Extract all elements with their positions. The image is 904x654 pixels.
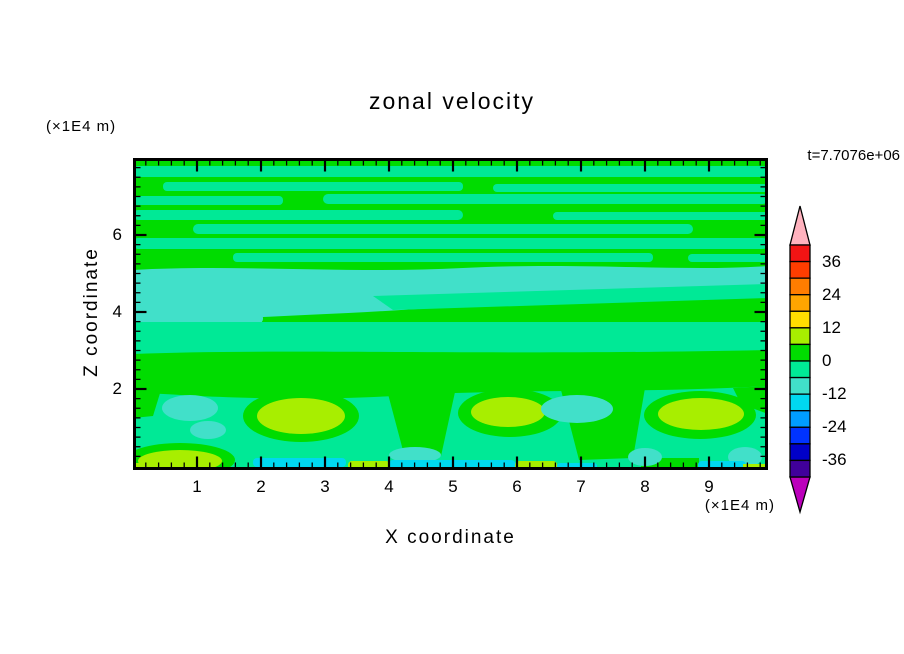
time-annotation: t=7.7076e+06 (807, 147, 900, 164)
x-tick-label: 3 (320, 477, 330, 496)
y-tick-label: 6 (112, 225, 122, 244)
x-tick-label: 5 (448, 477, 458, 496)
colorbar-under-arrow (789, 476, 811, 515)
y-tick-label: 2 (112, 379, 122, 398)
colorbar-segment (789, 426, 811, 445)
colorbar-segment (789, 310, 811, 329)
colorbar-segment (789, 343, 811, 362)
x-tick-label: 9 (704, 477, 714, 496)
colorbar-tick-label: 12 (822, 317, 841, 337)
colorbar-segment (789, 376, 811, 395)
velocity-maxima-blobs (133, 389, 756, 470)
colorbar-segments (789, 244, 811, 478)
x-tick-label: 7 (576, 477, 586, 496)
colorbar-segment (789, 294, 811, 312)
x-axis-unit-label: (×1E4 m) (704, 497, 775, 514)
colorbar-segment (789, 260, 811, 279)
axis-ticks (134, 159, 767, 469)
x-axis-title: X coordinate (385, 527, 516, 548)
colorbar-tick-label: -24 (822, 417, 847, 437)
x-tick-label: 2 (256, 477, 266, 496)
colorbar-segment (789, 443, 811, 462)
page-title: zonal velocity (368, 88, 536, 114)
contour-plot-area (133, 158, 768, 470)
colorbar-over-arrow (789, 205, 811, 246)
colorbar-tick-label: -36 (822, 450, 847, 470)
colorbar-segment (789, 459, 811, 478)
x-tick-label: 4 (384, 477, 394, 496)
colorbar-tick-label: 36 (822, 251, 841, 271)
plot-frame (133, 158, 768, 470)
x-tick-label: 1 (192, 477, 202, 496)
y-axis-unit-label: (×1E4 m) (46, 118, 117, 135)
colorbar-segment (789, 393, 811, 412)
x-tick-label: 6 (512, 477, 522, 496)
colorbar-segment (789, 410, 811, 428)
colorbar-tick-label: 0 (822, 350, 832, 370)
colorbar-segment (789, 277, 811, 296)
colorbar-tick-label: 24 (822, 284, 841, 304)
y-tick-label: 4 (112, 302, 122, 321)
colorbar-tick-label: -12 (822, 384, 847, 404)
colorbar-segment (789, 244, 811, 263)
colorbar-segment (789, 327, 811, 346)
colorbar (789, 205, 811, 515)
upper-streaks (133, 166, 768, 262)
x-tick-label: 8 (640, 477, 650, 496)
colorbar-segment (789, 360, 811, 379)
turquoise-band (133, 266, 768, 324)
